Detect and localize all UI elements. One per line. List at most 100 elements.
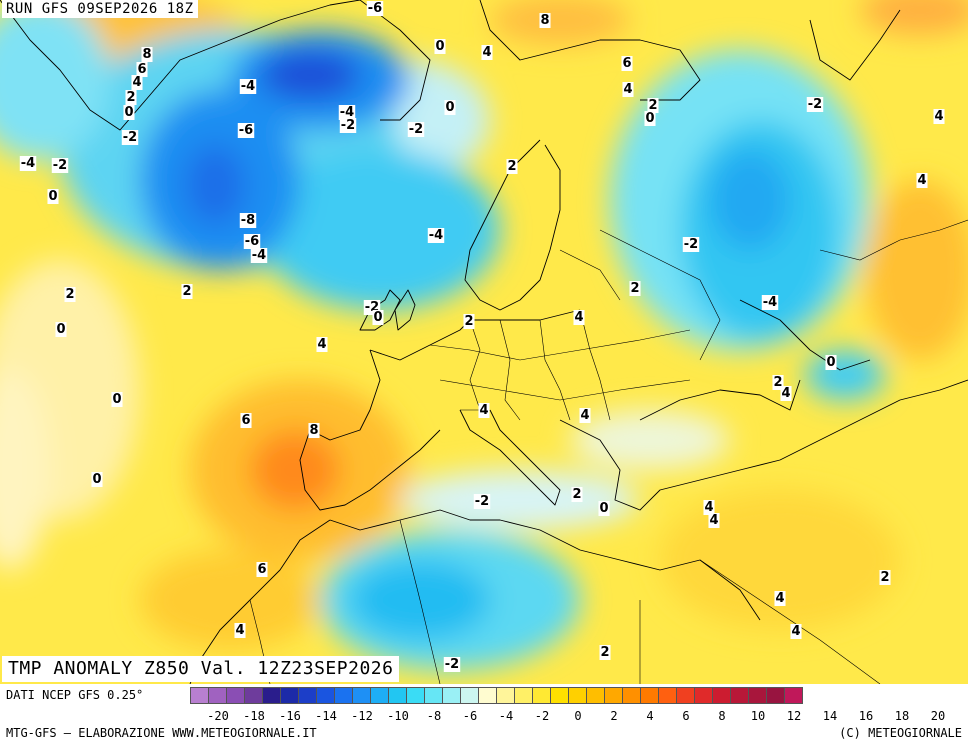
contour-label: -2 bbox=[684, 237, 698, 252]
contour-label: 2 bbox=[65, 287, 74, 302]
legend-swatch bbox=[730, 687, 749, 704]
contour-label: -4 bbox=[340, 105, 354, 120]
legend-swatch bbox=[568, 687, 587, 704]
contour-label-background bbox=[256, 562, 268, 577]
legend-tick-label: -8 bbox=[426, 709, 442, 723]
contour-label-background bbox=[123, 105, 135, 120]
contour-label-background bbox=[121, 130, 139, 145]
legend-swatch bbox=[406, 687, 425, 704]
contour-label: -6 bbox=[245, 234, 259, 249]
legend-swatch bbox=[478, 687, 497, 704]
legend-swatch bbox=[424, 687, 443, 704]
contour-label-background bbox=[473, 494, 491, 509]
contour-label-background bbox=[250, 248, 268, 263]
legend-tick-label: -18 bbox=[243, 709, 265, 723]
legend-tick-label: -10 bbox=[387, 709, 409, 723]
legend-tick-label: -20 bbox=[207, 709, 229, 723]
legend-swatch bbox=[298, 687, 317, 704]
contour-label: 4 bbox=[623, 82, 632, 97]
legend-tick-label: -14 bbox=[315, 709, 337, 723]
contour-label: 8 bbox=[309, 423, 318, 438]
legend-swatch bbox=[352, 687, 371, 704]
contour-label: 0 bbox=[124, 105, 133, 120]
legend-swatch bbox=[766, 687, 785, 704]
contour-label: 4 bbox=[235, 623, 244, 638]
contour-label-background bbox=[463, 314, 475, 329]
contour-label: 2 bbox=[507, 159, 516, 174]
contour-label: 0 bbox=[826, 355, 835, 370]
contour-label-background bbox=[239, 79, 257, 94]
legend-tick-label: 6 bbox=[682, 709, 690, 723]
contour-label: 0 bbox=[48, 189, 57, 204]
contour-label-background bbox=[478, 403, 490, 418]
contour-label: 6 bbox=[241, 413, 250, 428]
contour-label-background bbox=[629, 281, 641, 296]
contour-label-background bbox=[933, 109, 945, 124]
contour-label: 0 bbox=[645, 111, 654, 126]
contour-label-background bbox=[338, 105, 356, 120]
contour-label-background bbox=[366, 1, 384, 16]
legend-swatch bbox=[658, 687, 677, 704]
legend-tick-label: 20 bbox=[930, 709, 946, 723]
contour-label-background bbox=[243, 234, 261, 249]
contour-label: -2 bbox=[53, 158, 67, 173]
contour-label: -2 bbox=[341, 118, 355, 133]
contour-label: 2 bbox=[880, 570, 889, 585]
contour-label-background bbox=[91, 472, 103, 487]
contour-label-background bbox=[443, 657, 461, 672]
legend-tick-label: -12 bbox=[351, 709, 373, 723]
contour-label-background bbox=[806, 97, 824, 112]
contour-label: 0 bbox=[445, 100, 454, 115]
contour-label: 0 bbox=[435, 39, 444, 54]
contour-label-background bbox=[125, 90, 137, 105]
legend-swatch bbox=[460, 687, 479, 704]
contour-label: 4 bbox=[791, 624, 800, 639]
legend-swatch bbox=[694, 687, 713, 704]
contour-label: 0 bbox=[599, 501, 608, 516]
contour-label: 2 bbox=[773, 375, 782, 390]
contour-label-background bbox=[708, 513, 720, 528]
legend-swatch bbox=[442, 687, 461, 704]
contour-label-background bbox=[19, 156, 37, 171]
contour-label: -4 bbox=[763, 295, 777, 310]
contour-label-background bbox=[790, 624, 802, 639]
contour-label: -4 bbox=[252, 248, 266, 263]
legend-tick-label: -6 bbox=[462, 709, 478, 723]
contour-label-background bbox=[308, 423, 320, 438]
contour-label-background bbox=[339, 118, 357, 133]
contour-label-background bbox=[506, 159, 518, 174]
contour-label: -2 bbox=[808, 97, 822, 112]
legend-tick-label: 4 bbox=[646, 709, 654, 723]
data-source: DATI NCEP GFS 0.25° bbox=[6, 688, 144, 702]
legend-swatch bbox=[532, 687, 551, 704]
legend-tick-label: 2 bbox=[610, 709, 618, 723]
legend-swatch bbox=[622, 687, 641, 704]
contour-label-background bbox=[481, 45, 493, 60]
contour-label-background bbox=[621, 56, 633, 71]
contour-label: 0 bbox=[373, 310, 382, 325]
contour-label-background bbox=[579, 408, 591, 423]
legend-swatch bbox=[262, 687, 281, 704]
legend-swatch bbox=[748, 687, 767, 704]
legend-tick-label: 10 bbox=[750, 709, 766, 723]
legend-tick-label: 18 bbox=[894, 709, 910, 723]
contour-label: 4 bbox=[580, 408, 589, 423]
legend-bar: DATI NCEP GFS 0.25° -20 -18 -16 -14 -12 -10 -8… bbox=[0, 684, 968, 745]
legend-swatch bbox=[208, 687, 227, 704]
contour-label: 6 bbox=[257, 562, 266, 577]
legend-swatch bbox=[604, 687, 623, 704]
contour-label-background bbox=[703, 500, 715, 515]
legend-swatch bbox=[550, 687, 569, 704]
contour-label: 4 bbox=[704, 500, 713, 515]
contour-label: 4 bbox=[482, 45, 491, 60]
contour-label: -4 bbox=[241, 79, 255, 94]
field-title: TMP ANOMALY Z850 Val. 12Z23SEP2026 bbox=[2, 656, 400, 682]
contour-label: 4 bbox=[934, 109, 943, 124]
contour-label: 6 bbox=[622, 56, 631, 71]
contour-label-background bbox=[51, 158, 69, 173]
contour-label: -2 bbox=[475, 494, 489, 509]
credit-elaboration: MTG-GFS — ELABORAZIONE WWW.METEOGIORNALE… bbox=[6, 726, 317, 740]
legend-tick-label: 12 bbox=[786, 709, 802, 723]
contour-label-background bbox=[141, 47, 153, 62]
